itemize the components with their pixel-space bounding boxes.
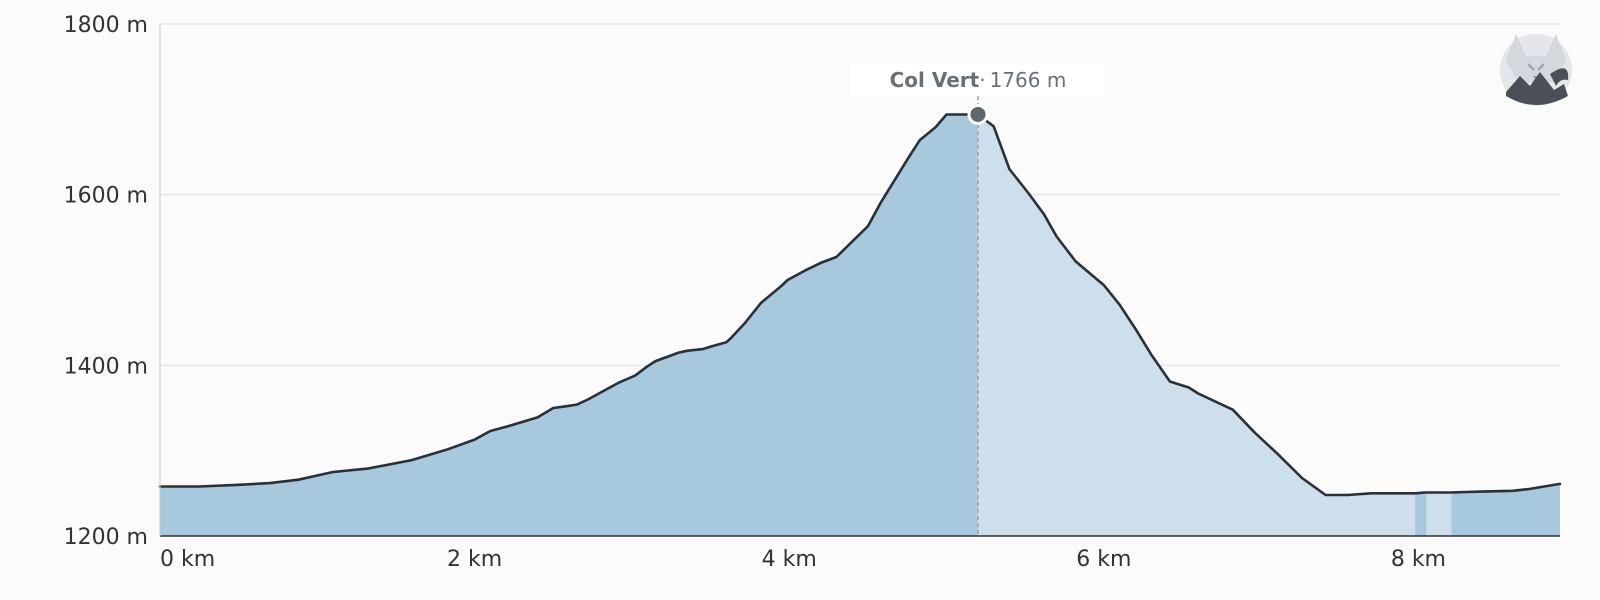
x-tick-label: 6 km xyxy=(1076,547,1131,572)
fox-mountain-logo-icon xyxy=(1500,34,1572,106)
x-axis-tick-labels: 0 km 2 km 4 km 6 km 8 km xyxy=(160,547,1446,572)
x-tick-label: 4 km xyxy=(762,547,817,572)
x-tick-label: 0 km xyxy=(160,547,215,572)
shaded-band xyxy=(1415,114,1427,536)
tooltip-value: 1766 m xyxy=(990,68,1067,92)
tooltip-text: Col Vert· 1766 m xyxy=(890,68,1067,92)
tooltip-box xyxy=(849,62,1106,96)
x-tick-label: 2 km xyxy=(447,547,502,572)
elevation-area xyxy=(160,114,1560,536)
y-tick-label: 1600 m xyxy=(64,184,148,209)
area-fill-remaining xyxy=(977,114,1560,536)
peak-tooltip: Col Vert· 1766 m xyxy=(849,62,1106,96)
y-tick-label: 1400 m xyxy=(64,354,148,379)
elevation-line xyxy=(158,113,1562,497)
tooltip-separator: · xyxy=(979,68,985,92)
x-tick-label: 8 km xyxy=(1391,547,1446,572)
area-fill-climbed xyxy=(160,114,978,536)
y-tick-label: 1800 m xyxy=(64,13,148,38)
highlight-marker[interactable] xyxy=(967,103,989,125)
tooltip-name: Col Vert xyxy=(890,68,980,92)
y-axis-tick-labels: 1200 m 1400 m 1600 m 1800 m xyxy=(64,13,148,550)
y-tick-label: 1200 m xyxy=(64,525,148,550)
